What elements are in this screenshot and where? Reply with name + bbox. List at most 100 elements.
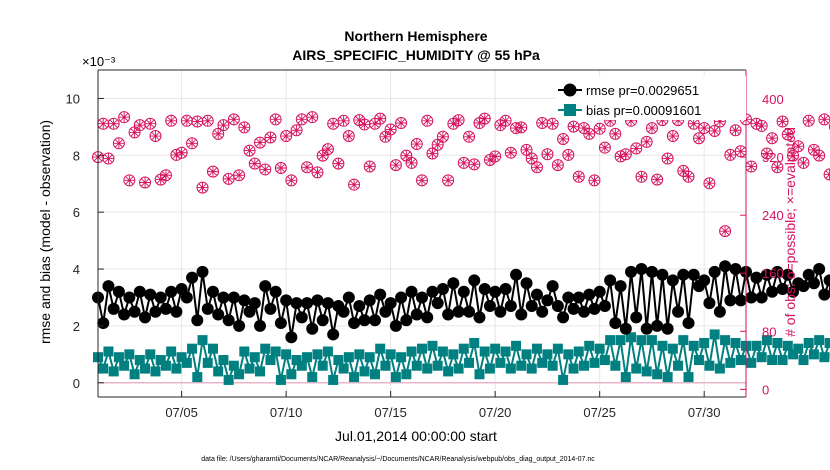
bias-point <box>636 335 647 346</box>
rmse-point <box>562 291 575 304</box>
obs-count-point <box>802 114 815 127</box>
obs-count-point <box>792 140 805 153</box>
bias-point <box>782 340 793 351</box>
bias-point <box>302 352 313 363</box>
rmse-point <box>557 311 570 324</box>
obs-count-point <box>389 159 402 172</box>
bias-point <box>270 346 281 357</box>
bias-point <box>725 357 736 368</box>
bias-point <box>814 335 825 346</box>
bias-point <box>495 357 506 368</box>
rmse-point <box>165 285 178 298</box>
rmse-point <box>447 277 460 290</box>
bias-point <box>291 355 302 366</box>
bias-point <box>563 349 574 360</box>
rmse-point <box>708 265 721 278</box>
rmse-point <box>551 300 564 313</box>
rmse-point <box>301 297 314 310</box>
obs-count-point <box>682 170 695 183</box>
bias-point <box>422 363 433 374</box>
obs-count-point <box>332 157 345 170</box>
bias-point <box>626 332 637 343</box>
bias-point <box>181 357 192 368</box>
obs-count-point <box>698 122 711 135</box>
rmse-point <box>766 285 779 298</box>
rmse-point <box>149 305 162 318</box>
rmse-point <box>405 285 418 298</box>
bias-point <box>808 349 819 360</box>
rmse-point <box>139 311 152 324</box>
obs-count-point <box>504 146 517 159</box>
rmse-point <box>504 300 517 313</box>
obs-count-point <box>588 174 601 187</box>
obs-count-point <box>431 138 444 151</box>
rmse-point <box>201 302 214 315</box>
rmse-point <box>426 285 439 298</box>
obs-count-point <box>692 132 705 145</box>
rmse-point <box>781 268 794 281</box>
bias-point <box>500 346 511 357</box>
bias-point <box>369 369 380 380</box>
rmse-point <box>191 314 204 327</box>
bias-point <box>228 360 239 371</box>
bias-point <box>354 349 365 360</box>
obs-count-point <box>583 127 596 140</box>
rmse-point <box>510 268 523 281</box>
obs-count-point <box>363 160 376 173</box>
bias-point <box>124 349 135 360</box>
obs-count-point <box>165 114 178 127</box>
obs-count-point <box>619 148 632 161</box>
bias-point <box>443 366 454 377</box>
rmse-point <box>588 302 601 315</box>
rmse-point <box>609 317 622 330</box>
y2-tick-label: 80 <box>762 324 776 339</box>
bias-point <box>197 335 208 346</box>
obs-count-point <box>342 130 355 143</box>
obs-count-point <box>405 156 418 169</box>
rmse-point <box>630 311 643 324</box>
bias-point <box>187 343 198 354</box>
rmse-point <box>677 268 690 281</box>
rmse-point <box>745 291 758 304</box>
rmse-point <box>734 294 747 307</box>
bias-point <box>746 357 757 368</box>
obs-count-point <box>175 146 188 159</box>
bias-point <box>458 343 469 354</box>
x-tick-label: 07/25 <box>583 405 616 420</box>
bias-point <box>605 335 616 346</box>
obs-count-point <box>118 111 131 124</box>
bias-point <box>307 372 318 383</box>
bias-point <box>396 352 407 363</box>
obs-count-point <box>797 156 810 169</box>
bias-point <box>683 372 694 383</box>
rmse-point <box>144 288 157 301</box>
y2-tick-label: 240 <box>762 208 784 223</box>
bias-point <box>239 346 250 357</box>
obs-count-point <box>348 178 361 191</box>
rmse-point <box>400 314 413 327</box>
bias-point <box>417 343 427 354</box>
obs-count-point <box>248 157 261 170</box>
obs-count-point <box>457 156 470 169</box>
y-tick-label: 2 <box>73 319 80 334</box>
rmse-point <box>682 317 695 330</box>
obs-count-point <box>196 181 209 194</box>
bias-point <box>119 360 130 371</box>
bias-point <box>244 363 255 374</box>
bias-point <box>479 346 490 357</box>
obs-count-point <box>217 119 230 132</box>
obs-count-point <box>760 147 773 160</box>
obs-count-point <box>567 120 580 133</box>
bias-point <box>160 360 171 371</box>
rmse-point <box>452 305 465 318</box>
rmse-point <box>541 294 554 307</box>
obs-count-point <box>112 137 125 150</box>
rmse-point <box>536 305 549 318</box>
obs-count-point <box>515 121 528 134</box>
bias-point <box>140 363 151 374</box>
bias-point <box>631 363 642 374</box>
obs-count-point <box>139 176 152 189</box>
rmse-point <box>463 305 476 318</box>
obs-count-point <box>400 149 413 162</box>
